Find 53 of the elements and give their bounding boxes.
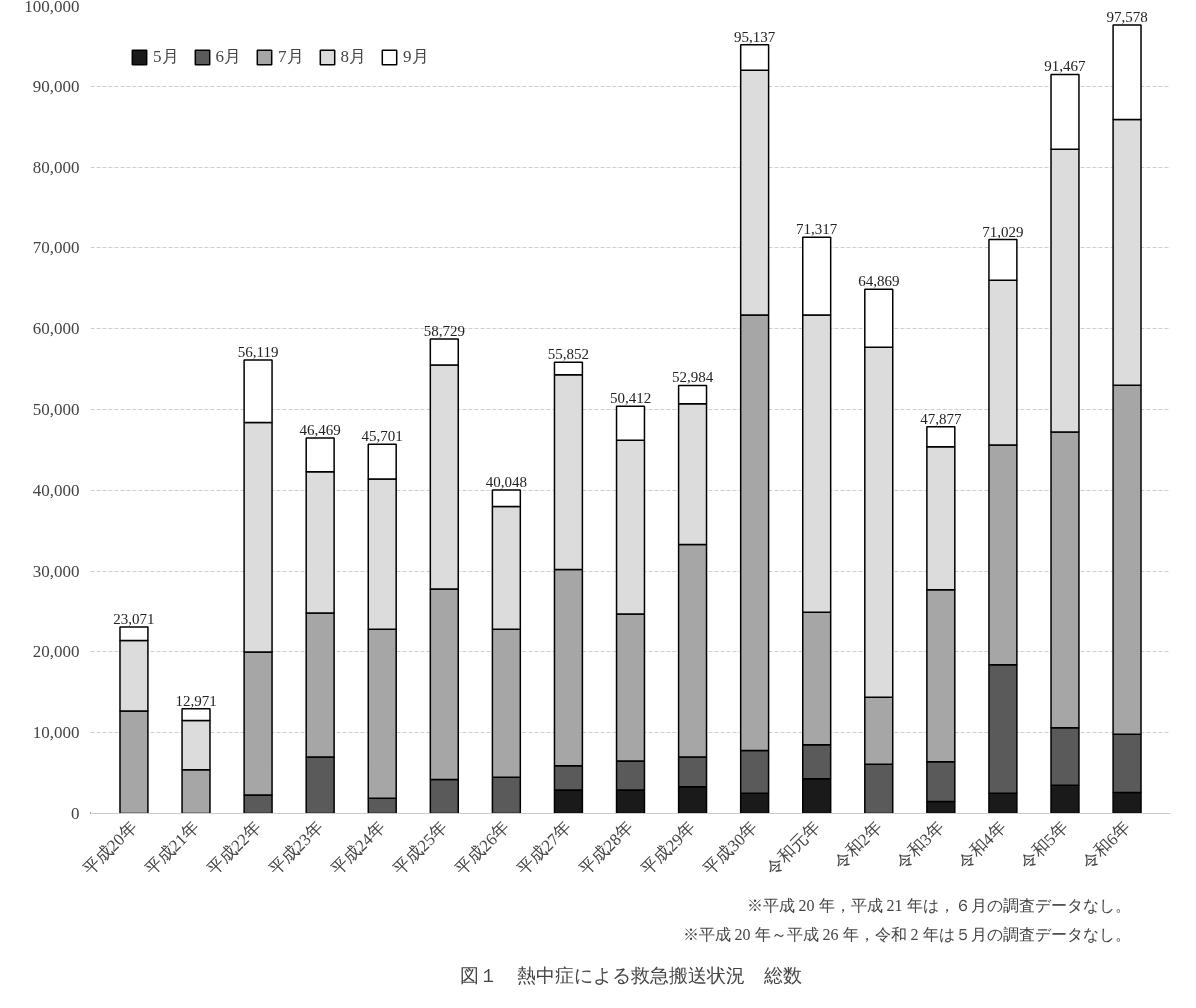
total-label: 12,971 <box>175 692 217 709</box>
total-label: 95,137 <box>734 28 776 45</box>
text: 図１ 熱中症による救急搬送状況 総数 <box>459 964 802 986</box>
x-tick-label: 平成28年 <box>575 817 638 880</box>
total-label: 64,869 <box>858 273 900 290</box>
total-label: 97,578 <box>1106 9 1148 26</box>
total-label: 71,317 <box>796 221 838 238</box>
y-tick-label: 70,000 <box>32 238 80 258</box>
y-tick-label: 90,000 <box>32 76 80 96</box>
y-tick-label: 80,000 <box>32 157 80 177</box>
x-tick-label: 令和元年 <box>761 817 824 880</box>
x-tick-label: 平成25年 <box>389 817 452 880</box>
legend-label: 7月 <box>278 46 304 68</box>
x-tick-label: 平成26年 <box>451 817 514 880</box>
legend-label: 5月 <box>153 46 179 68</box>
x-tick-label: 平成29年 <box>637 817 700 880</box>
y-tick-label: 10,000 <box>32 723 80 743</box>
y-tick-label: 40,000 <box>32 480 80 500</box>
total-label: 52,984 <box>671 369 714 386</box>
total-label: 91,467 <box>1044 58 1087 75</box>
x-tick-label: 平成23年 <box>265 817 327 880</box>
total-label: 56,119 <box>237 344 279 361</box>
x-tick-label: 令和3年 <box>892 817 948 874</box>
total-label: 46,469 <box>299 422 341 439</box>
x-tick-label: 平成30年 <box>699 817 762 880</box>
x-tick-label: 令和6年 <box>1078 817 1134 874</box>
y-tick-label: 0 <box>71 804 80 823</box>
x-tick-label: 令和5年 <box>1016 817 1072 874</box>
total-label: 47,877 <box>920 410 962 427</box>
y-tick-label: 30,000 <box>32 561 80 581</box>
x-tick-label: 平成22年 <box>203 817 265 880</box>
y-tick-label: 100,000 <box>24 0 80 16</box>
total-label: 71,029 <box>982 223 1024 240</box>
legend-label: 8月 <box>340 46 366 68</box>
x-tick-label: 平成21年 <box>141 817 203 880</box>
total-label: 50,412 <box>609 390 652 407</box>
total-label: 55,852 <box>547 346 590 363</box>
y-tick-label: 50,000 <box>32 400 80 419</box>
y-tick-label: 20,000 <box>32 642 80 662</box>
x-tick-label: 平成27年 <box>513 817 576 880</box>
total-label: 58,729 <box>423 322 465 339</box>
text: ※平成 20 年～平成 26 年，令和 2 年は５月の調査データなし。 <box>682 925 1131 943</box>
legend-label: 6月 <box>215 46 241 68</box>
x-tick-label: 平成24年 <box>327 817 389 880</box>
x-tick-label: 平成20年 <box>79 817 141 880</box>
x-tick-label: 令和4年 <box>954 817 1010 874</box>
legend-label: 9月 <box>403 46 429 68</box>
y-tick-label: 60,000 <box>32 319 80 339</box>
text: ※平成 20 年，平成 21 年は，６月の調査データなし。 <box>746 896 1131 914</box>
total-label: 40,048 <box>485 473 527 490</box>
total-label: 23,071 <box>113 611 155 628</box>
total-label: 45,701 <box>361 428 403 445</box>
x-tick-label: 令和2年 <box>829 817 886 874</box>
